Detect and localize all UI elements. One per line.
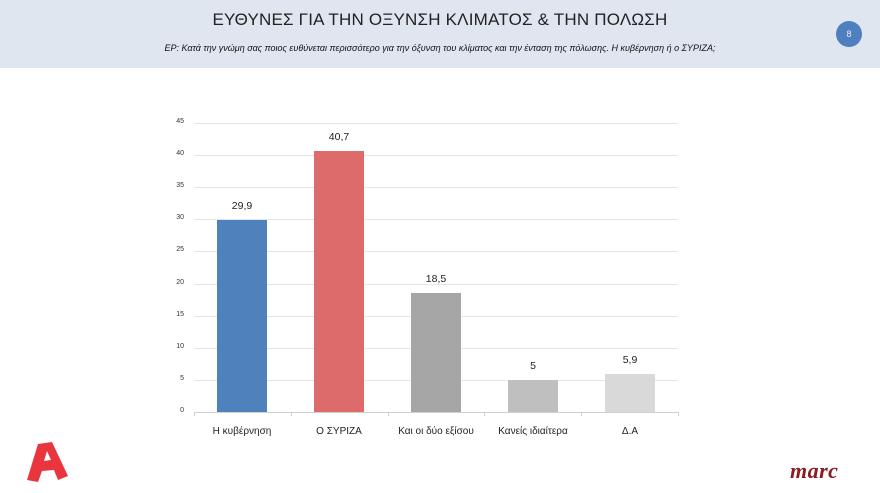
x-tick-mark xyxy=(194,412,195,416)
gridline xyxy=(194,251,678,252)
bar-value-label: 40,7 xyxy=(328,131,350,143)
bar-value-label: 29,9 xyxy=(231,200,253,212)
y-tick-label: 15 xyxy=(176,311,184,318)
y-tick-label: 20 xyxy=(176,279,184,286)
gridline xyxy=(194,284,678,285)
y-tick-label: 30 xyxy=(176,214,184,221)
bar-value-label: 5,9 xyxy=(622,354,638,366)
bar xyxy=(411,293,461,412)
x-tick-mark xyxy=(388,412,389,416)
category-label: Και οι δύο εξίσου xyxy=(398,426,474,437)
bar xyxy=(605,374,655,412)
bar xyxy=(314,151,364,412)
question-subtitle: ΕΡ: Κατά την γνώμη σας ποιος ευθύνεται π… xyxy=(164,43,716,53)
marc-logo: marc xyxy=(790,458,839,483)
bar-value-label: 5 xyxy=(530,360,536,372)
alpha-logo-icon xyxy=(27,442,68,482)
y-tick-label: 25 xyxy=(176,246,184,253)
y-tick-label: 35 xyxy=(176,182,184,189)
page-number-badge: 8 xyxy=(836,21,862,47)
x-axis xyxy=(194,412,678,413)
gridline xyxy=(194,155,678,156)
category-label: Δ.Α xyxy=(621,426,639,437)
x-tick-mark xyxy=(678,412,679,416)
category-label: Κανείς ιδιαίτερα xyxy=(498,426,568,437)
y-tick-label: 10 xyxy=(176,343,184,350)
gridline xyxy=(194,219,678,220)
y-tick-label: 5 xyxy=(180,375,184,382)
gridline xyxy=(194,187,678,188)
x-tick-mark xyxy=(291,412,292,416)
category-label: Ο ΣΥΡΙΖΑ xyxy=(316,426,362,437)
category-label: Η κυβέρνηση xyxy=(212,426,272,437)
y-tick-label: 0 xyxy=(180,407,184,414)
x-tick-mark xyxy=(581,412,582,416)
header-banner: ΕΥΘΥΝΕΣ ΓΙΑ ΤΗΝ ΟΞΥΝΣΗ ΚΛΙΜΑΤΟΣ & ΤΗΝ ΠΟ… xyxy=(0,0,880,68)
bar-value-label: 18,5 xyxy=(425,273,447,285)
y-tick-label: 40 xyxy=(176,150,184,157)
page-title: ΕΥΘΥΝΕΣ ΓΙΑ ΤΗΝ ΟΞΥΝΣΗ ΚΛΙΜΑΤΟΣ & ΤΗΝ ΠΟ… xyxy=(212,10,668,29)
bar xyxy=(508,380,558,412)
y-tick-label: 45 xyxy=(176,118,184,125)
gridline xyxy=(194,123,678,124)
bar xyxy=(217,220,267,412)
x-tick-mark xyxy=(484,412,485,416)
